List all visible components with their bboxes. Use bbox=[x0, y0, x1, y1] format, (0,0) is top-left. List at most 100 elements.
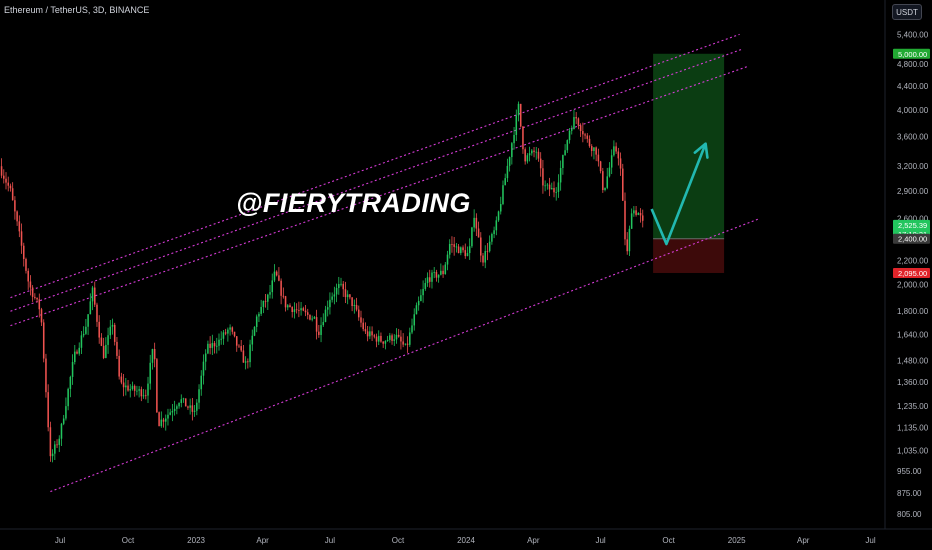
candle-body bbox=[273, 271, 276, 281]
candle-body bbox=[355, 304, 358, 310]
candle-body bbox=[258, 313, 260, 317]
candle-body bbox=[131, 385, 134, 390]
candle-body bbox=[56, 444, 58, 446]
price-tick-label: 1,480.00 bbox=[897, 357, 929, 366]
candle-body bbox=[641, 215, 644, 221]
price-tick-label: 3,200.00 bbox=[897, 162, 929, 171]
candle-body bbox=[322, 321, 325, 326]
candle-body bbox=[180, 399, 183, 403]
candle-body bbox=[36, 297, 38, 300]
time-tick-label: 2023 bbox=[187, 536, 205, 545]
candle-body bbox=[377, 335, 380, 342]
candle-body bbox=[313, 317, 316, 319]
candle-body bbox=[315, 317, 318, 332]
stop-badge-label: 2,095.00 bbox=[898, 269, 927, 278]
candle-body bbox=[249, 344, 251, 363]
candle-body bbox=[615, 146, 617, 152]
candle-body bbox=[375, 336, 378, 342]
candle-body bbox=[38, 299, 41, 310]
candle-body bbox=[331, 296, 333, 300]
candle-body bbox=[431, 272, 433, 282]
candle-body bbox=[40, 309, 43, 323]
candle-body bbox=[295, 309, 298, 311]
candle-body bbox=[178, 402, 180, 407]
candle-body bbox=[597, 154, 600, 162]
candle-body bbox=[446, 254, 449, 265]
candle-body bbox=[62, 418, 65, 424]
candle-body bbox=[7, 182, 10, 186]
candle-body bbox=[584, 134, 586, 136]
candle-body bbox=[96, 304, 98, 322]
candle-body bbox=[586, 135, 589, 139]
time-tick-label: Apr bbox=[527, 536, 540, 545]
time-axis[interactable]: Jul Oct 2023 Apr Jul Oct 2024 Apr Jul Oct 2025 Apr J… bbox=[55, 536, 876, 545]
candle-body bbox=[224, 332, 227, 334]
symbol-title[interactable]: Ethereum / TetherUS, 3D, BINANCE bbox=[4, 5, 150, 15]
candle-body bbox=[233, 331, 236, 337]
candle-body bbox=[247, 361, 249, 363]
currency-button[interactable]: USDT bbox=[892, 4, 922, 20]
candle-body bbox=[207, 343, 209, 354]
candle-body bbox=[116, 341, 118, 356]
candle-body bbox=[502, 185, 504, 205]
candle-body bbox=[160, 419, 163, 427]
candle-body bbox=[100, 337, 103, 346]
candle-body bbox=[433, 272, 435, 273]
time-tick-label: Apr bbox=[797, 536, 810, 545]
current-price-badge-label: 2,525.39 bbox=[898, 221, 927, 230]
candle-body bbox=[622, 168, 624, 201]
price-tick-label: 2,200.00 bbox=[897, 257, 929, 266]
time-tick-label: 2024 bbox=[457, 536, 475, 545]
candle-body bbox=[318, 331, 320, 335]
candle-body bbox=[45, 358, 47, 393]
candle-body bbox=[389, 335, 391, 340]
candle-body bbox=[517, 103, 520, 116]
candle-body bbox=[235, 336, 238, 346]
arrow-head bbox=[693, 142, 709, 159]
candle-body bbox=[209, 343, 211, 348]
candle-body bbox=[462, 247, 464, 251]
candle-body bbox=[606, 176, 609, 188]
entry-badge-label: 2,400.00 bbox=[898, 235, 927, 244]
candle-body bbox=[129, 389, 132, 391]
candle-body bbox=[191, 405, 194, 412]
price-tick-label: 805.00 bbox=[897, 510, 922, 519]
candle-body bbox=[267, 294, 269, 302]
candle-body bbox=[546, 184, 549, 186]
candle-body bbox=[333, 294, 336, 297]
candle-body bbox=[424, 283, 427, 289]
candle-body bbox=[78, 347, 81, 354]
candle-body bbox=[437, 274, 440, 278]
candle-body bbox=[566, 140, 569, 151]
time-tick-label: Oct bbox=[122, 536, 135, 545]
candle-body bbox=[380, 335, 382, 342]
candle-body bbox=[216, 345, 218, 347]
candle-body bbox=[420, 295, 422, 301]
candle-body bbox=[504, 178, 506, 186]
candle-body bbox=[544, 185, 546, 187]
time-tick-label: Jul bbox=[55, 536, 65, 545]
candle-body bbox=[480, 237, 482, 256]
candle-body bbox=[14, 200, 16, 212]
candle-body bbox=[531, 150, 533, 154]
candle-body bbox=[65, 406, 67, 419]
candle-body bbox=[406, 343, 409, 345]
candle-body bbox=[71, 362, 74, 377]
candle-body bbox=[278, 275, 280, 281]
candle-body bbox=[395, 334, 398, 340]
candle-body bbox=[231, 327, 234, 332]
candle-body bbox=[477, 228, 480, 238]
candle-body bbox=[635, 210, 637, 215]
candle-body bbox=[109, 326, 112, 336]
price-axis[interactable]: 805.00 875.00 955.00 1,035.00 1,135.00 1,235.… bbox=[897, 30, 929, 519]
candle-body bbox=[415, 305, 418, 315]
candle-body bbox=[637, 213, 640, 215]
candle-body bbox=[34, 296, 36, 298]
candle-body bbox=[528, 153, 531, 156]
candle-body bbox=[202, 361, 205, 376]
candle-body bbox=[291, 307, 293, 313]
target-zone bbox=[653, 53, 725, 239]
candle-body bbox=[338, 284, 340, 288]
candle-body bbox=[18, 221, 21, 232]
